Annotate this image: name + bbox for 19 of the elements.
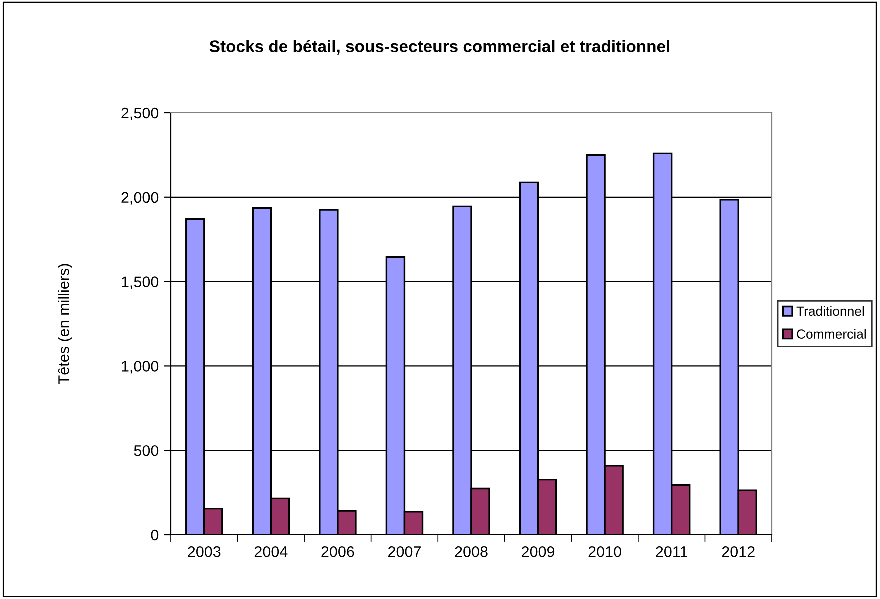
y-axis-title: Têtes (en milliers) xyxy=(58,264,72,384)
y-tick-label: 0 xyxy=(151,530,159,541)
x-tick-label: 2010 xyxy=(588,546,622,558)
x-tick-label: 2007 xyxy=(388,546,421,558)
y-tick-label: 1,500 xyxy=(122,276,159,290)
y-tick-label: 1,000 xyxy=(122,361,159,374)
chart-title: Stocks de bétail, sous-secteurs commercial et traditionnel xyxy=(210,40,670,55)
y-tick-label: 500 xyxy=(134,445,159,456)
y-tick-label: 2,000 xyxy=(122,192,159,205)
x-tick-label: 2011 xyxy=(656,546,688,558)
x-tick-label: 2008 xyxy=(455,546,488,558)
x-tick-label: 2012 xyxy=(722,546,755,558)
x-tick-label: 2006 xyxy=(322,546,354,558)
legend-label: Commercial xyxy=(797,329,866,339)
x-tick-label: 2003 xyxy=(188,546,221,558)
legend-label: Traditionnel xyxy=(796,306,864,316)
y-tick-label: 2,500 xyxy=(122,108,159,120)
x-tick-label: 2004 xyxy=(254,546,288,558)
x-tick-label: 2009 xyxy=(522,546,555,558)
